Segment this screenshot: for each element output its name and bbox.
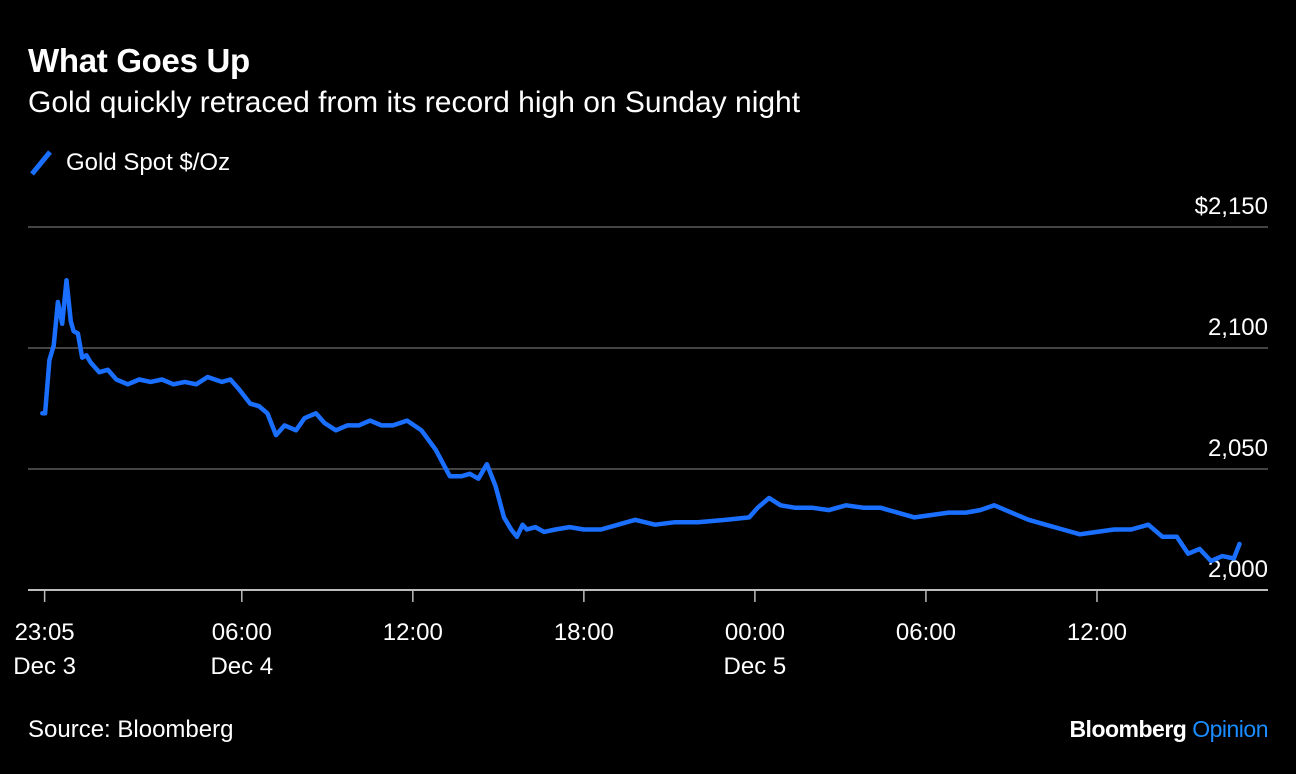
x-tick-label: 18:00	[554, 619, 614, 646]
x-tick-date-label: Dec 3	[13, 653, 76, 680]
chart-title: What Goes Up	[28, 42, 250, 79]
chart-subtitle: Gold quickly retraced from its record hi…	[28, 86, 801, 119]
source-note: Source: Bloomberg	[28, 716, 234, 743]
y-tick-label: 2,000	[1208, 556, 1268, 583]
legend: Gold Spot $/Oz	[28, 148, 230, 178]
x-tick-label: 06:00	[896, 619, 956, 646]
x-tick-date-label: Dec 4	[210, 653, 273, 680]
x-tick-label: 00:00	[725, 619, 785, 646]
x-tick-date-label: Dec 5	[724, 653, 787, 680]
brand-accent: Opinion	[1192, 716, 1268, 742]
y-tick-label: 2,100	[1208, 314, 1268, 341]
grid-layer	[28, 226, 1268, 602]
x-tick-label: 06:00	[212, 619, 272, 646]
x-tick-label: 12:00	[1067, 619, 1127, 646]
y-tick-label: 2,050	[1208, 435, 1268, 462]
series-layer	[40, 277, 1242, 564]
brand-logo: Bloomberg Opinion	[1069, 716, 1268, 743]
x-tick-label: 23:05	[15, 619, 75, 646]
legend-label: Gold Spot $/Oz	[66, 149, 231, 176]
series-line-gold-spot	[40, 277, 1242, 564]
x-axis-labels: 23:05 Dec 3 06:00 Dec 4 12:00 18:00 00:00 Dec 5…	[13, 619, 1127, 680]
brand-main: Bloomberg	[1069, 716, 1187, 742]
x-tick-label: 12:00	[383, 619, 443, 646]
y-axis-labels: $2,150 2,100 2,050 2,000	[1195, 193, 1268, 583]
legend-swatch-icon	[30, 150, 52, 176]
y-tick-label: $2,150	[1195, 193, 1268, 220]
